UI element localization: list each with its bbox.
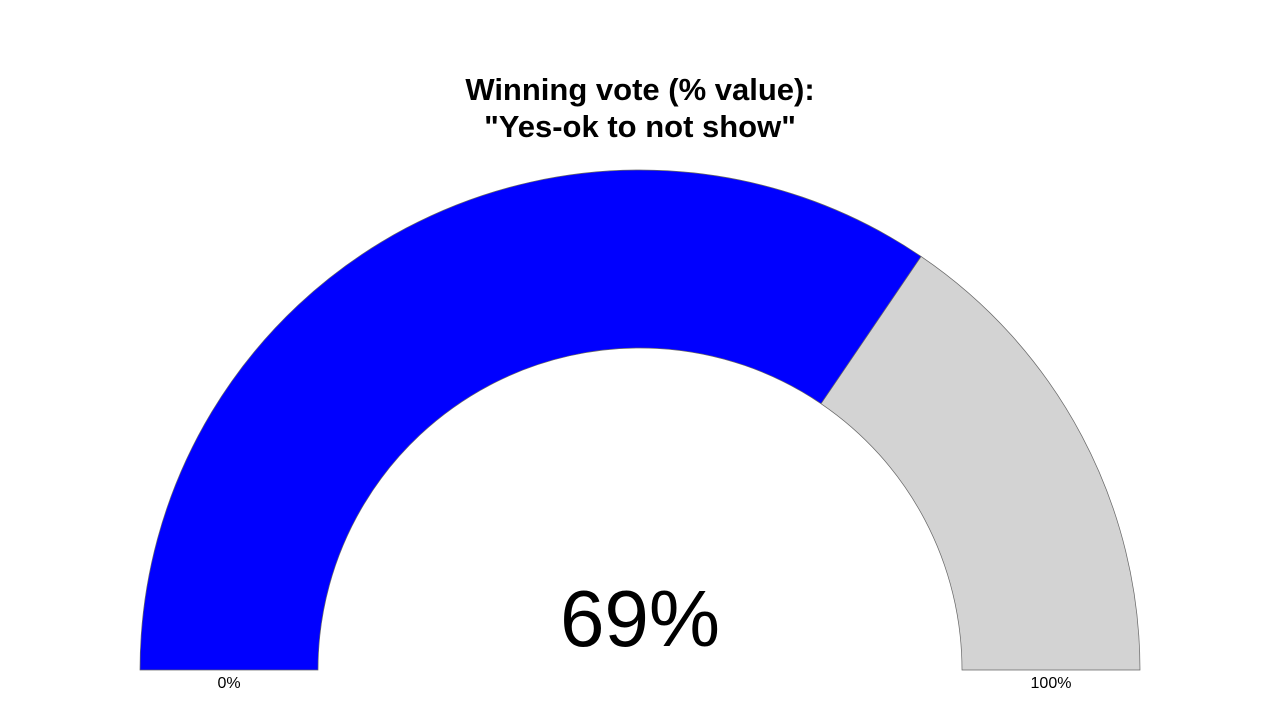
- tick-label: 0%: [217, 675, 240, 692]
- gauge-track: [820, 255, 1141, 671]
- tick-label: 100%: [1031, 675, 1072, 692]
- value-label: 69%: [560, 574, 720, 663]
- gauge-value: [139, 169, 922, 671]
- chart-title: Winning vote (% value):: [465, 72, 814, 107]
- chart-title: "Yes-ok to not show": [484, 109, 796, 144]
